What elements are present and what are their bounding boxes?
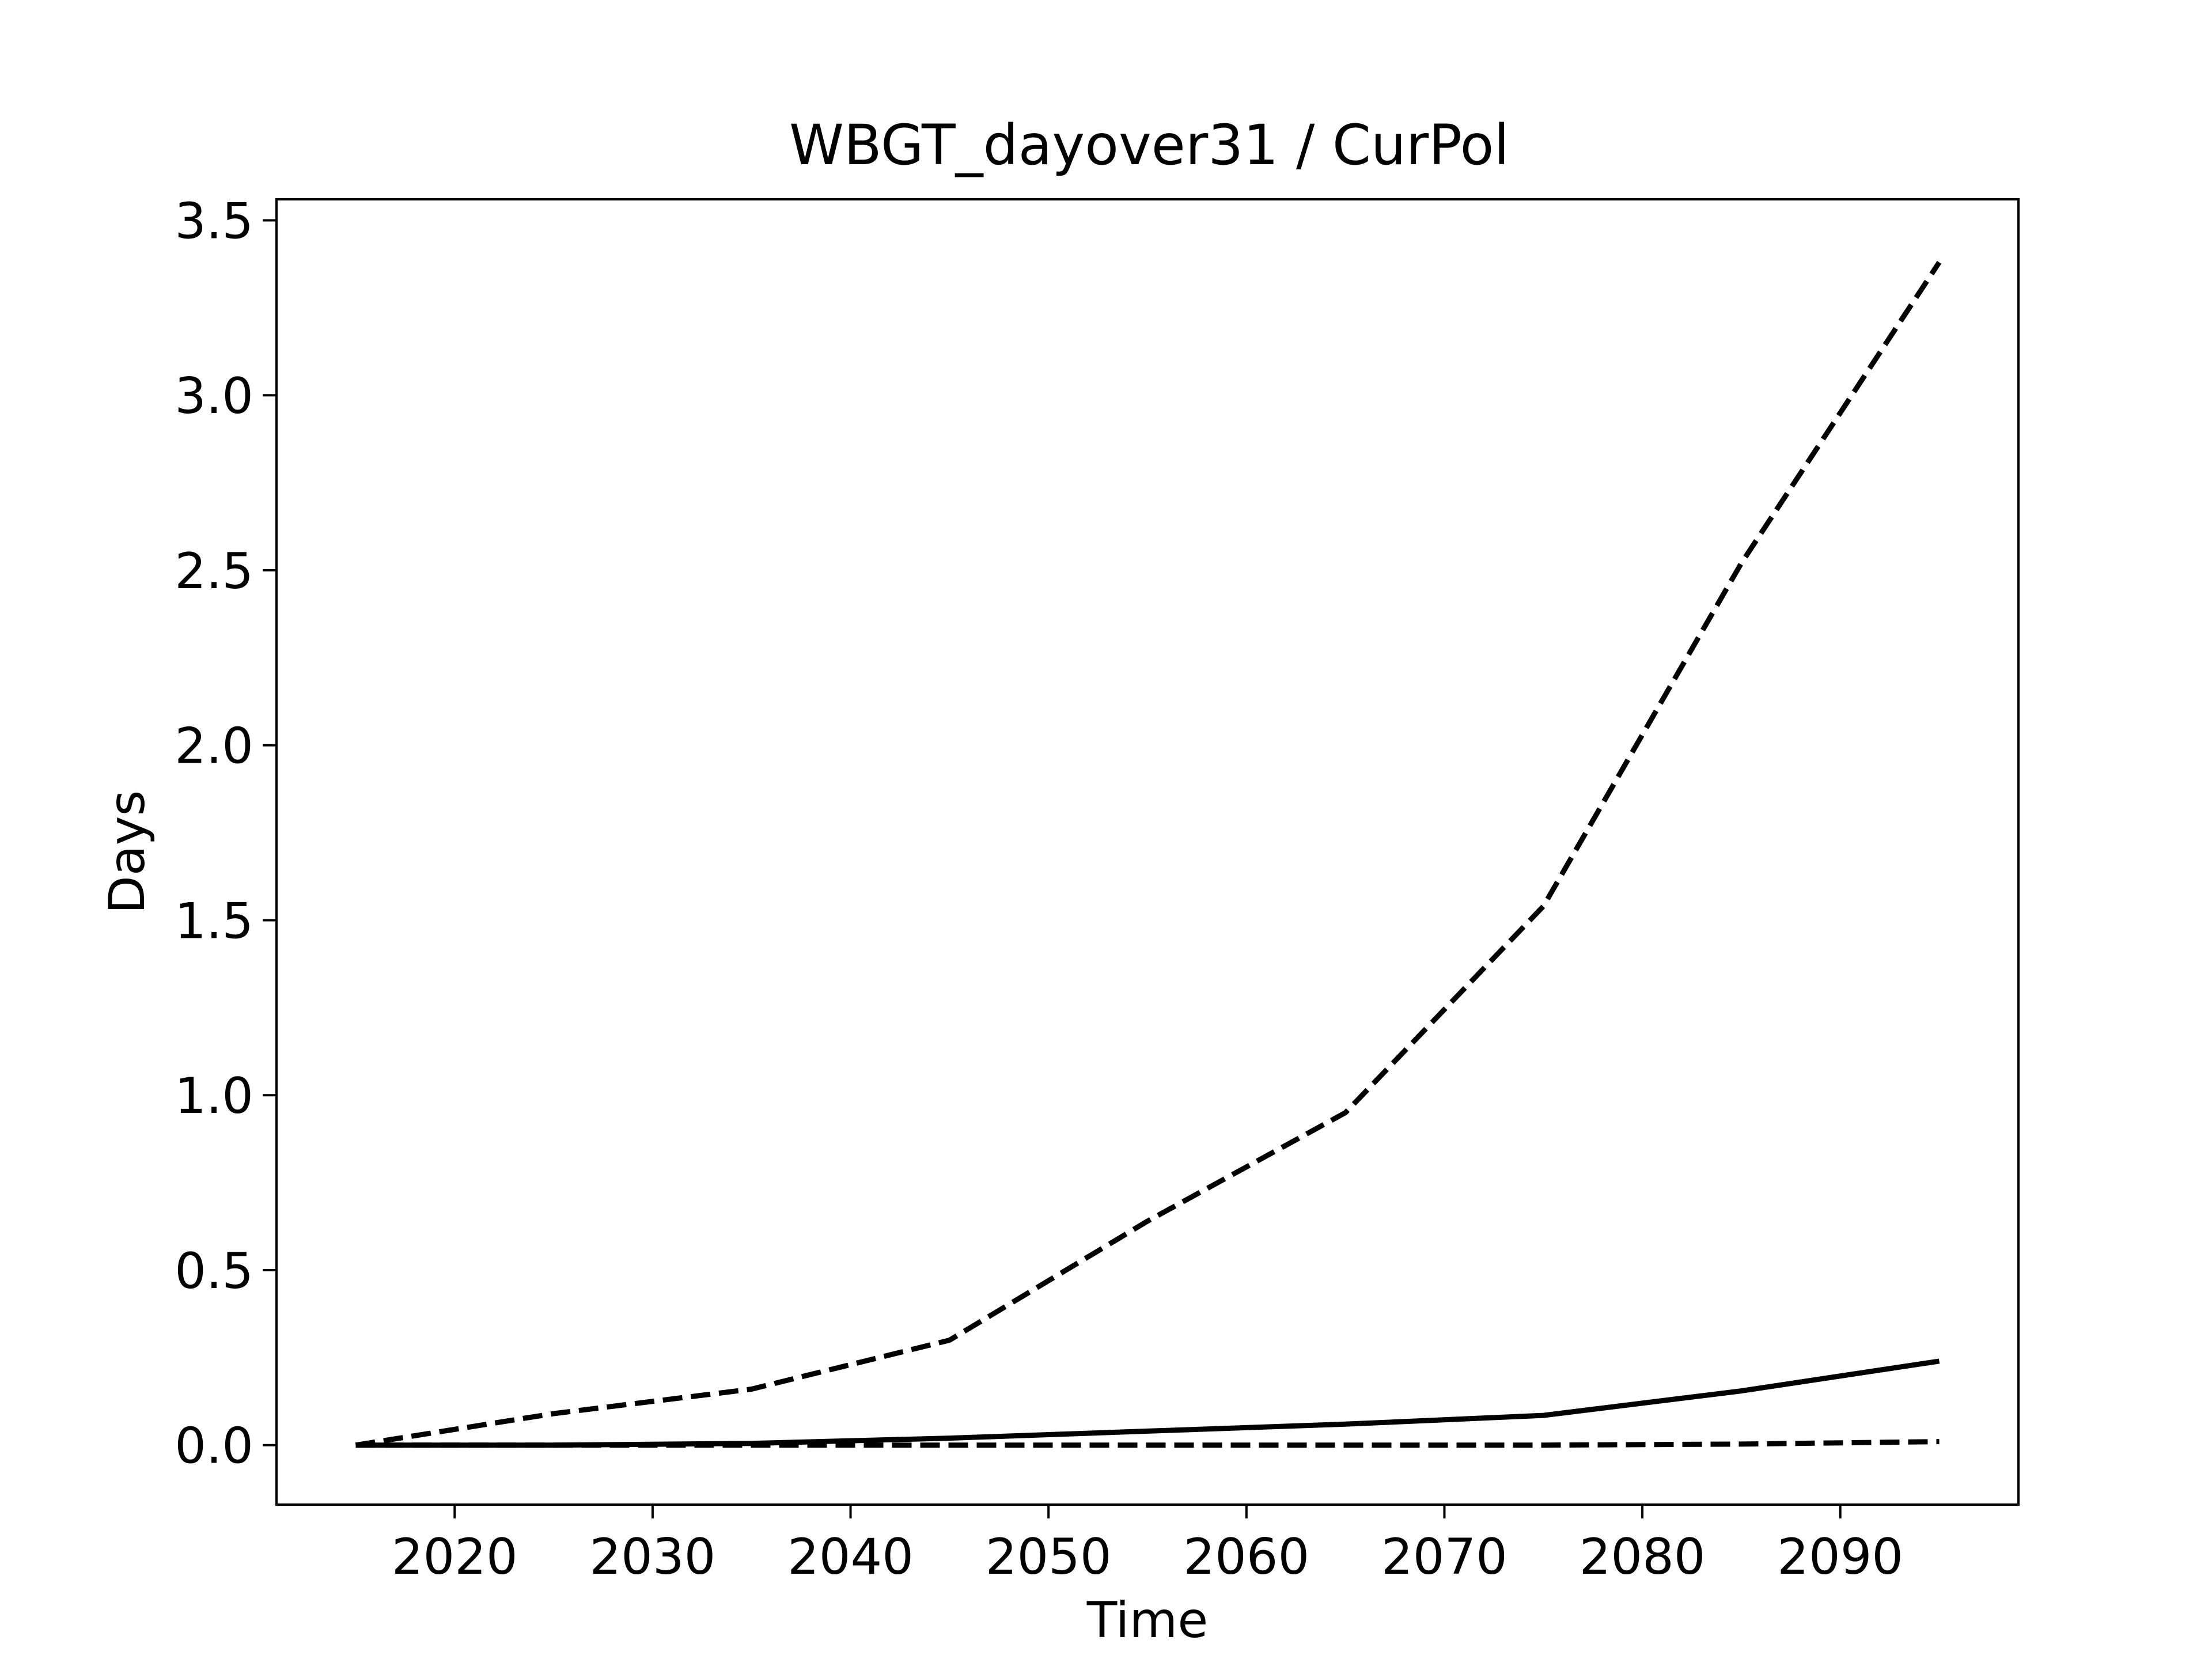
series-line-upper-dashed xyxy=(355,260,1942,1448)
x-tick-label: 2050 xyxy=(986,1528,1112,1586)
x-tick-label: 2040 xyxy=(787,1528,914,1586)
x-axis: 2020 2030 2040 2050 2060 2070 2080 2090 xyxy=(392,1505,1903,1586)
y-tick-label: 3.5 xyxy=(175,192,253,250)
x-tick-label: 2070 xyxy=(1381,1528,1508,1586)
y-tick-label: 2.5 xyxy=(175,543,253,600)
chart-title: WBGT_dayover31 / CurPol xyxy=(789,113,1509,177)
x-tick-label: 2090 xyxy=(1777,1528,1903,1586)
x-tick-label: 2080 xyxy=(1580,1528,1706,1586)
y-tick-label: 1.5 xyxy=(175,892,253,950)
y-tick-label: 0.0 xyxy=(175,1418,253,1475)
y-axis-label: Days xyxy=(99,790,156,914)
y-tick-label: 1.0 xyxy=(175,1067,253,1125)
x-tick-label: 2060 xyxy=(1183,1528,1309,1586)
x-tick-label: 2030 xyxy=(589,1528,715,1586)
y-axis: 0.0 0.5 1.0 1.5 2.0 2.5 3.0 3.5 xyxy=(175,192,276,1475)
series-layer xyxy=(355,260,1942,1448)
series-line-lower-dashed xyxy=(355,1439,1940,1448)
y-tick-label: 3.0 xyxy=(175,368,253,425)
y-tick-label: 0.5 xyxy=(175,1243,253,1300)
x-axis-label: Time xyxy=(1086,1592,1208,1649)
y-tick-label: 2.0 xyxy=(175,718,253,775)
x-tick-label: 2020 xyxy=(392,1528,518,1586)
plot-frame xyxy=(275,198,2020,1506)
